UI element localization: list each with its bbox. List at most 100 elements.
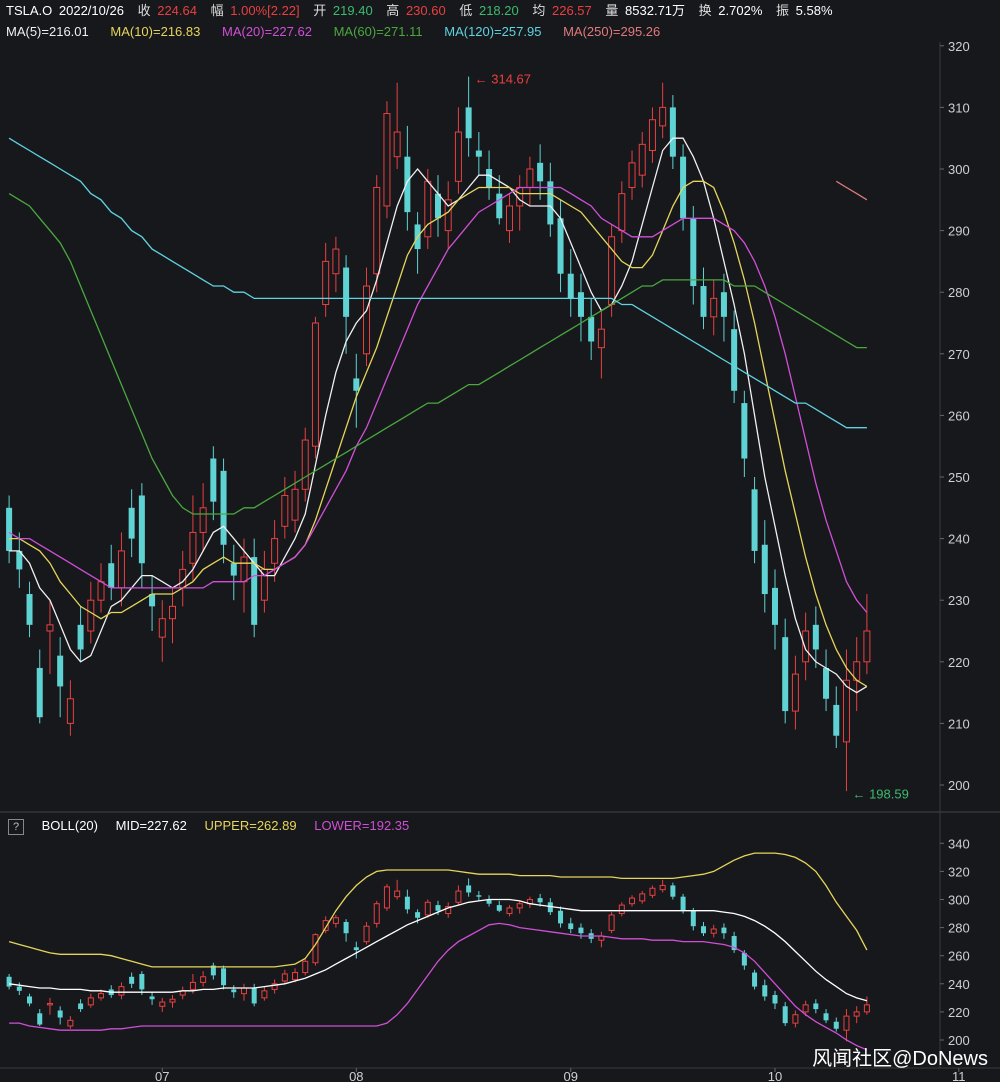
ma20-legend: MA(20)=227.62: [221, 24, 312, 39]
boll-candle: [833, 1021, 839, 1029]
boll-candle: [189, 981, 196, 990]
candle: [567, 273, 574, 299]
help-icon[interactable]: ?: [8, 818, 24, 835]
candle: [373, 186, 381, 275]
candle: [26, 594, 33, 625]
candle: [842, 679, 850, 743]
y-tick-label: 220: [948, 655, 970, 670]
ma-legend: MA(5)=216.01 MA(10)=216.83 MA(20)=227.62…: [0, 22, 1000, 42]
boll-mid: MID=227.62: [115, 818, 187, 833]
candle: [833, 704, 840, 736]
boll-candle: [6, 976, 12, 987]
boll-candle: [578, 927, 584, 934]
boll-candle: [772, 995, 778, 1004]
boll-candle: [863, 1004, 870, 1013]
candle: [353, 378, 360, 391]
boll-candle: [782, 1006, 788, 1024]
boll-y-tick-label: 260: [948, 949, 970, 964]
candle: [189, 531, 197, 564]
boll-name: BOLL(20): [41, 818, 98, 833]
boll-candle: [118, 986, 125, 996]
candle: [741, 403, 748, 459]
candle: [404, 156, 411, 213]
candle: [16, 550, 23, 570]
boll-candle: [394, 890, 401, 898]
ma10-line: [9, 180, 868, 687]
boll-candle: [98, 993, 105, 999]
high-label: 高: [386, 3, 400, 18]
boll-candle: [312, 934, 319, 964]
boll-candle: [210, 965, 216, 976]
candle: [475, 150, 482, 157]
candle: [424, 180, 432, 238]
boll-candle: [445, 906, 452, 915]
turnover-value: 2.702%: [718, 3, 763, 18]
boll-candle: [608, 914, 615, 931]
ma120-line: [8, 137, 867, 429]
boll-candle: [659, 884, 666, 891]
candle: [638, 143, 646, 176]
candle: [363, 285, 371, 355]
ma10-legend: MA(10)=216.83: [110, 24, 201, 39]
candle: [444, 199, 452, 232]
close-label: 收: [137, 3, 151, 18]
boll-lower-line: [9, 922, 868, 1051]
boll-candle: [741, 952, 747, 966]
ma5-legend: MA(5)=216.01: [6, 24, 89, 39]
boll-candle: [629, 897, 636, 905]
boll-candle: [240, 987, 247, 995]
boll-candle: [271, 983, 278, 990]
ma250-legend: MA(250)=295.26: [563, 24, 661, 39]
candle: [547, 181, 554, 225]
boll-y-tick-label: 320: [948, 864, 970, 879]
candle: [117, 550, 125, 589]
avg-label: 均: [532, 3, 546, 18]
boll-candle: [46, 1002, 53, 1006]
boll-candle: [383, 886, 390, 909]
boll-candle: [558, 910, 564, 924]
change-label: 幅: [210, 3, 224, 18]
candle: [761, 544, 768, 595]
boll-candle: [466, 885, 472, 893]
boll-candle: [129, 976, 135, 984]
candle: [486, 169, 493, 188]
date: 2022/10/26: [58, 3, 124, 18]
boll-upper: UPPER=262.89: [204, 818, 297, 833]
x-tick-label: 11: [952, 1069, 966, 1082]
boll-candle: [251, 988, 257, 1004]
boll-candle: [87, 997, 94, 1006]
y-tick-label: 290: [948, 224, 970, 239]
ma5-line: [9, 137, 868, 694]
amplitude-label: 振: [776, 3, 790, 18]
candle: [731, 329, 738, 391]
boll-candle: [302, 960, 309, 974]
boll-candle: [424, 901, 431, 916]
boll-lower: LOWER=192.35: [314, 818, 410, 833]
boll-candle: [404, 896, 410, 910]
y-tick-label: 240: [948, 532, 970, 547]
boll-candle: [649, 887, 656, 896]
candle: [210, 458, 217, 502]
candle: [690, 218, 697, 287]
candle: [149, 594, 156, 607]
candle: [108, 563, 115, 588]
boll-y-tick-label: 240: [948, 977, 970, 992]
candle: [537, 162, 544, 182]
boll-candle: [57, 1010, 63, 1018]
candle: [618, 193, 626, 232]
boll-candle: [363, 925, 370, 943]
candle: [230, 563, 237, 576]
boll-candle: [568, 923, 574, 930]
open-label: 开: [313, 3, 327, 18]
candle: [383, 113, 391, 207]
boll-candle: [159, 1001, 166, 1007]
candle: [659, 106, 667, 127]
candle: [526, 168, 534, 188]
y-tick-label: 200: [948, 778, 970, 793]
boll-y-tick-label: 340: [948, 836, 970, 851]
boll-candle: [139, 973, 145, 990]
candle: [97, 581, 105, 601]
candle: [710, 297, 718, 318]
boll-candle: [752, 972, 758, 987]
